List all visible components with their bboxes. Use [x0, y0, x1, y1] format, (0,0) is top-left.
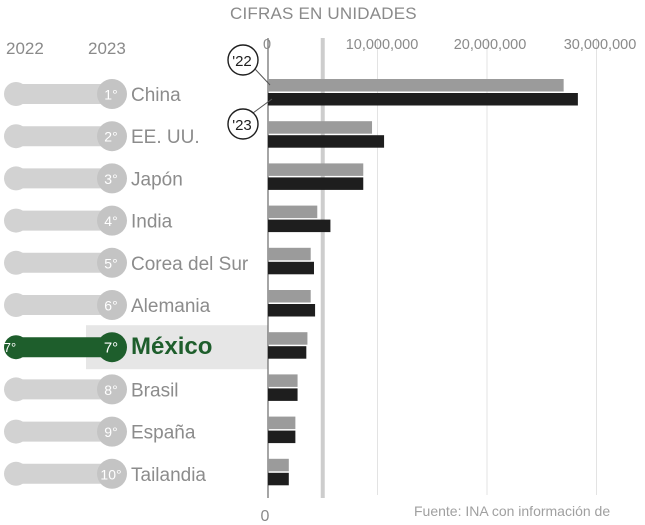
bar-2023 [268, 346, 307, 359]
callout-23-label: '23 [232, 117, 252, 134]
rank-2022-bubble [4, 208, 28, 233]
rank-connector [6, 337, 114, 358]
bar-2022 [268, 290, 311, 303]
bar-2023 [268, 430, 296, 444]
category-label: España [131, 423, 196, 444]
rank-2023-bubble [97, 332, 127, 363]
category-label: Corea del Sur [131, 254, 249, 275]
bar-2022 [268, 247, 311, 261]
bar-2023 [268, 388, 298, 401]
x-tick-label: 30,000,000 [564, 37, 637, 53]
rank-connector [6, 126, 114, 147]
bar-2023 [268, 304, 316, 317]
category-label: México [131, 333, 212, 360]
rank-2023-label: 8° [104, 382, 117, 398]
bar-2023 [268, 261, 314, 275]
rank-2022-bubble [4, 124, 28, 149]
year-label-2022: 2022 [6, 39, 44, 58]
rank-2022-bubble [4, 335, 28, 360]
rank-2023-bubble [97, 374, 127, 405]
x-tick-label: 20,000,000 [454, 37, 527, 53]
rank-connector [6, 252, 114, 273]
rank-2022-bubble [4, 377, 28, 402]
rank-2022-bubble [4, 293, 28, 317]
rank-2023-bubble [97, 121, 127, 152]
rank-2023-bubble [97, 79, 127, 109]
rank-connector [6, 421, 114, 442]
rank-connector [6, 379, 114, 400]
year-label-2023: 2023 [88, 39, 126, 58]
bar-2023 [268, 93, 578, 106]
bar-2022 [268, 121, 373, 134]
category-label: EE. UU. [131, 127, 200, 148]
bar-2022 [268, 163, 364, 176]
callout-23-leader [252, 98, 273, 114]
callout-22-badge [227, 44, 259, 76]
x-tick-label: 0 [263, 37, 271, 53]
chart-title: CIFRAS EN UNIDADES [230, 4, 417, 23]
rank-2023-bubble [97, 205, 127, 236]
rank-connector [6, 84, 114, 104]
rank-2022-bubble [4, 419, 28, 444]
category-label: China [131, 85, 181, 106]
rank-2023-label: 10° [100, 466, 121, 482]
bar-2023 [268, 177, 364, 190]
bar-2023 [268, 472, 289, 486]
category-label: India [131, 212, 173, 233]
rank-2023-bubble [97, 416, 127, 447]
rank-2022-label: 7° [4, 340, 16, 355]
callout-22-label: '22 [232, 53, 252, 70]
category-label: Alemania [131, 296, 211, 317]
bar-2022 [268, 332, 308, 345]
rank-2023-label: 3° [104, 171, 117, 187]
rank-2023-label: 7° [104, 340, 118, 357]
callout-22-leader [254, 68, 271, 86]
source-note: Fuente: INA con información de [414, 503, 611, 519]
x-axis-zero-label: 0 [261, 508, 270, 525]
rank-2023-label: 4° [104, 213, 117, 229]
rank-connector [6, 210, 114, 231]
rank-2022-bubble [4, 250, 28, 275]
rank-2023-label: 5° [104, 255, 117, 271]
category-label: Tailandia [131, 465, 206, 486]
rank-2023-label: 1° [104, 87, 117, 103]
bar-2022 [268, 458, 289, 472]
rank-connector [6, 463, 114, 484]
rank-2023-bubble [97, 247, 127, 278]
rank-2023-label: 2° [104, 129, 117, 145]
callout-23-badge [227, 108, 259, 140]
bar-2023 [268, 219, 331, 233]
rank-2023-label: 6° [104, 298, 117, 314]
rank-connector [6, 168, 114, 189]
bar-2022 [268, 374, 298, 387]
x-tick-label: 10,000,000 [346, 37, 419, 53]
bar-2022 [268, 416, 296, 430]
bar-2022 [268, 205, 318, 219]
rank-2023-bubble [97, 163, 127, 194]
rank-2023-label: 9° [104, 424, 117, 440]
bar-2023 [268, 135, 385, 148]
bar-2022 [268, 79, 564, 92]
rank-connector [6, 295, 114, 315]
category-label: Brasil [131, 380, 179, 401]
rank-2022-bubble [4, 461, 28, 486]
rank-2023-bubble [97, 458, 127, 489]
rank-2022-bubble [4, 166, 28, 191]
rank-2023-bubble [97, 290, 127, 320]
rank-2022-bubble [4, 82, 28, 106]
category-label: Japón [131, 169, 183, 190]
